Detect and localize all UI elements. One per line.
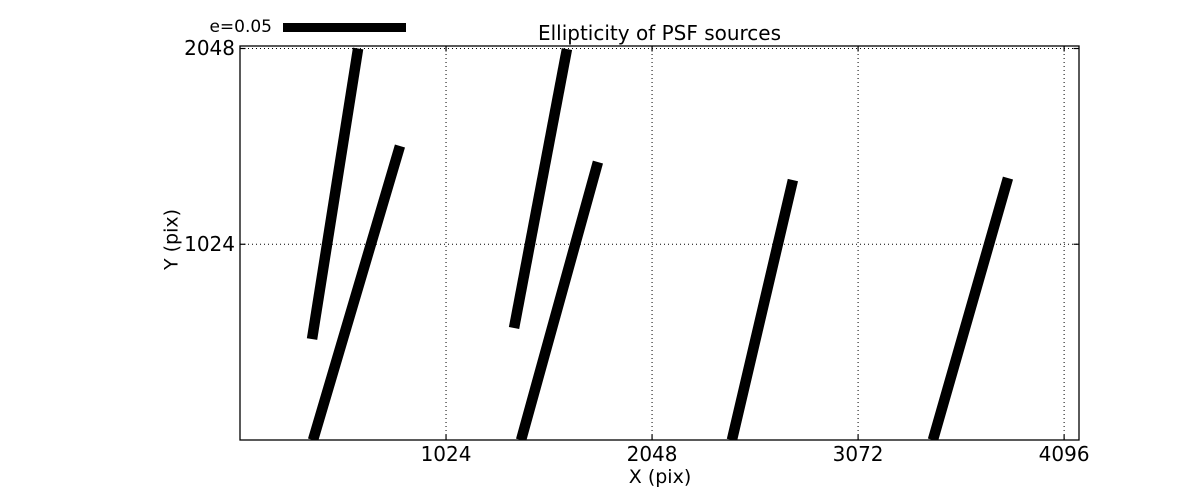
x-axis-label: X (pix): [628, 466, 692, 488]
legend-swatch-bar-icon: [283, 23, 406, 32]
x-tick-label: 4096: [1038, 442, 1090, 466]
legend-label: e=0.05: [209, 17, 272, 37]
whisker-segment: [308, 144, 405, 440]
y-tick-label: 1024: [184, 231, 235, 256]
whisker-segment: [306, 47, 364, 340]
x-tick-label: 1024: [420, 442, 472, 466]
whisker-segment: [508, 48, 573, 329]
whisker-segment: [927, 176, 1014, 440]
chart-title: Ellipticity of PSF sources: [537, 21, 782, 45]
y-tick-label: 2048: [184, 36, 235, 60]
whisker-segment: [726, 178, 799, 440]
plot-border: [239, 45, 1080, 441]
x-tick-label: 3072: [832, 442, 884, 466]
x-tick-label: 2048: [626, 442, 678, 466]
whisker-segment: [516, 160, 603, 440]
